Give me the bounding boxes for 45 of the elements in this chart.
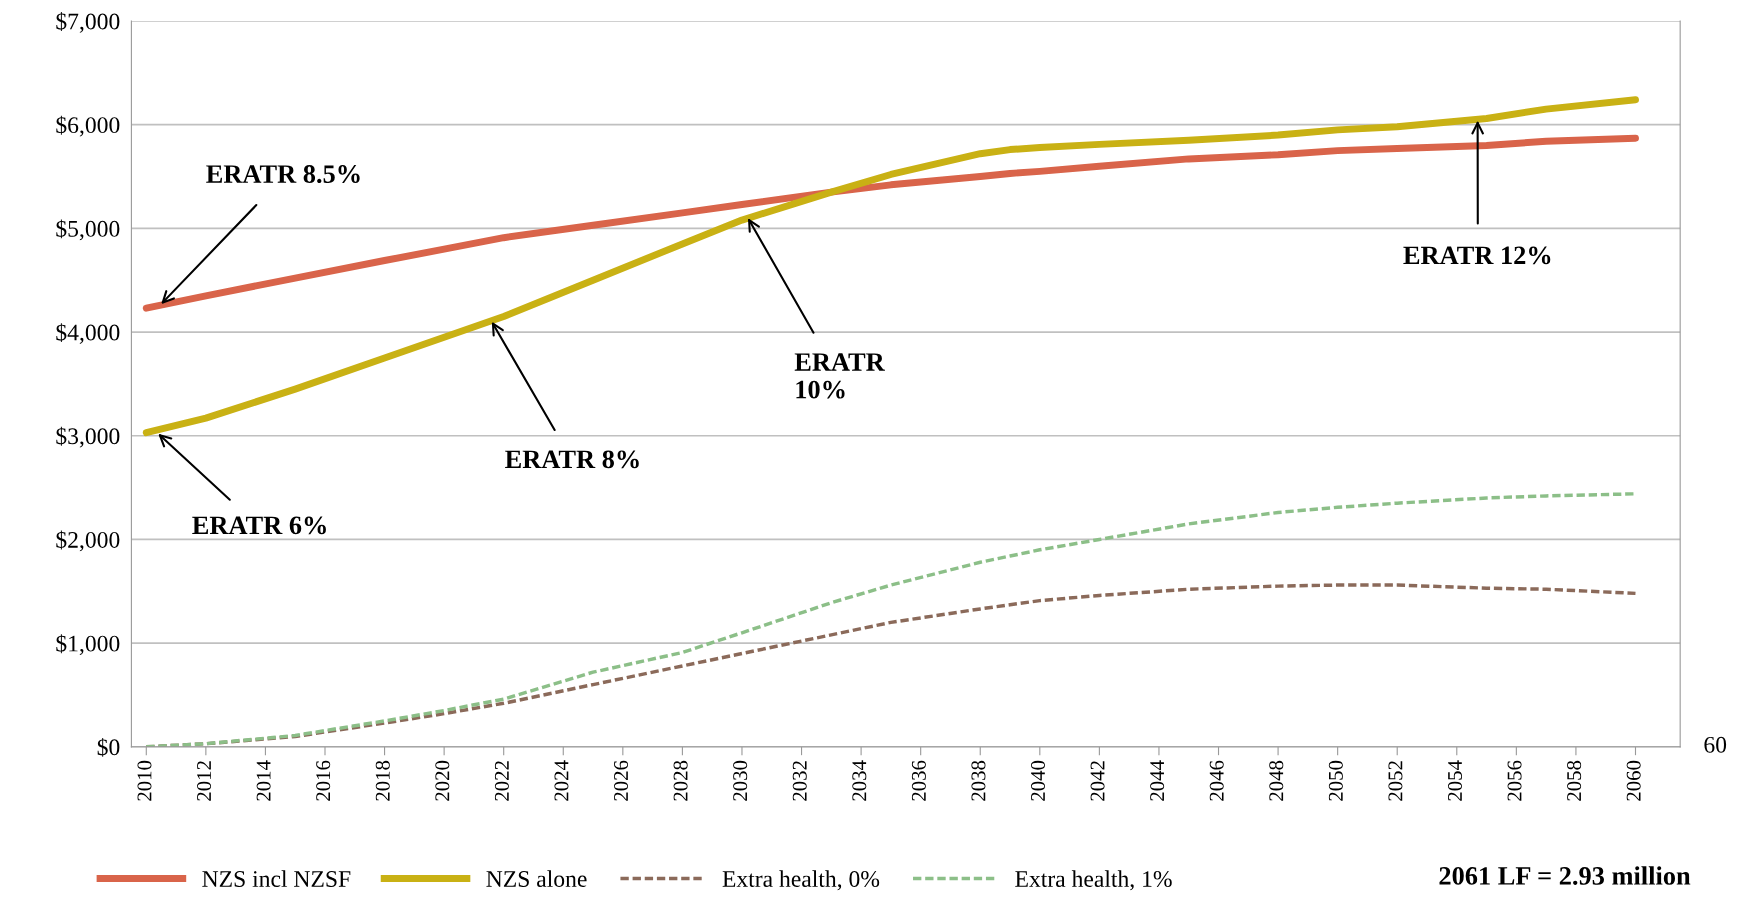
- x-tick-label: 2026: [613, 760, 629, 801]
- y-tick-label: $6,000: [56, 115, 120, 137]
- annotation: ERATR 8%: [505, 450, 639, 469]
- x-tick-label: 2020: [435, 760, 450, 801]
- legend-label: NZS incl NZSF: [202, 870, 351, 887]
- text: 2061 LF = 2.93 million: [1439, 866, 1691, 885]
- x-tick-label: 2048: [1269, 760, 1284, 801]
- x-tick-label: 2046: [1209, 760, 1224, 801]
- x-tick-label: 2024: [554, 760, 569, 801]
- legend-label: Extra health, 1%: [1015, 870, 1172, 891]
- y-tick-label: $3,000: [56, 426, 120, 448]
- x-tick-label: 2016: [316, 760, 331, 801]
- x-tick-label: 2060: [1626, 760, 1641, 801]
- x-tick-label: 2034: [852, 760, 867, 801]
- x-tick-label: 2040: [1030, 760, 1046, 801]
- annotation: ERATR 10%: [794, 353, 885, 399]
- x-tick-label: 2030: [733, 760, 748, 801]
- y-tick-label: $1,000: [56, 634, 120, 655]
- y-tick-label: $2,000: [56, 530, 120, 552]
- x-tick-label: 2014: [256, 760, 271, 801]
- annotation: ERATR 12%: [1403, 246, 1551, 265]
- y-tick-label: $0: [97, 737, 120, 757]
- y-tick-label: $4,000: [56, 323, 120, 344]
- x-tick-label: 2018: [375, 760, 390, 801]
- x-tick-label: 2012: [197, 761, 212, 801]
- x-tick-label: 2056: [1507, 760, 1522, 801]
- x-tick-label: 2036: [911, 760, 926, 801]
- x-tick-label: 2028: [673, 760, 688, 801]
- legend-label: NZS alone: [486, 870, 587, 887]
- x-tick-label: 2058: [1567, 760, 1582, 801]
- x-tick-label: 2010: [137, 760, 152, 801]
- legend-label: Extra health, 0%: [722, 870, 880, 891]
- annotation: ERATR 8.5%: [206, 165, 360, 184]
- text: 60: [1704, 736, 1727, 753]
- x-tick-label: 2038: [971, 760, 986, 801]
- x-tick-label: 2042: [1090, 761, 1105, 801]
- x-tick-label: 2050: [1328, 760, 1343, 801]
- annotation: ERATR 6%: [192, 516, 326, 535]
- x-tick-label: 2044: [1150, 760, 1165, 801]
- y-tick-label: $5,000: [56, 219, 120, 241]
- x-tick-label: 2032: [792, 761, 807, 801]
- x-tick-label: 2022: [494, 761, 509, 801]
- x-tick-label: 2052: [1388, 761, 1403, 801]
- y-tick-label: $7,000: [56, 12, 120, 33]
- x-tick-label: 2054: [1447, 760, 1462, 801]
